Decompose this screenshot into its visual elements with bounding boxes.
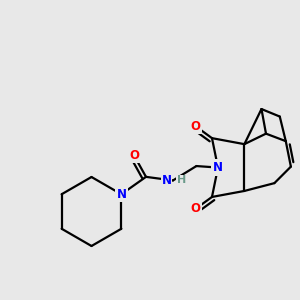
- Text: O: O: [190, 120, 200, 133]
- Text: O: O: [190, 202, 200, 215]
- Text: N: N: [161, 174, 172, 187]
- Text: O: O: [129, 149, 139, 162]
- Text: N: N: [116, 188, 126, 201]
- Text: H: H: [177, 176, 186, 185]
- Text: N: N: [213, 161, 223, 174]
